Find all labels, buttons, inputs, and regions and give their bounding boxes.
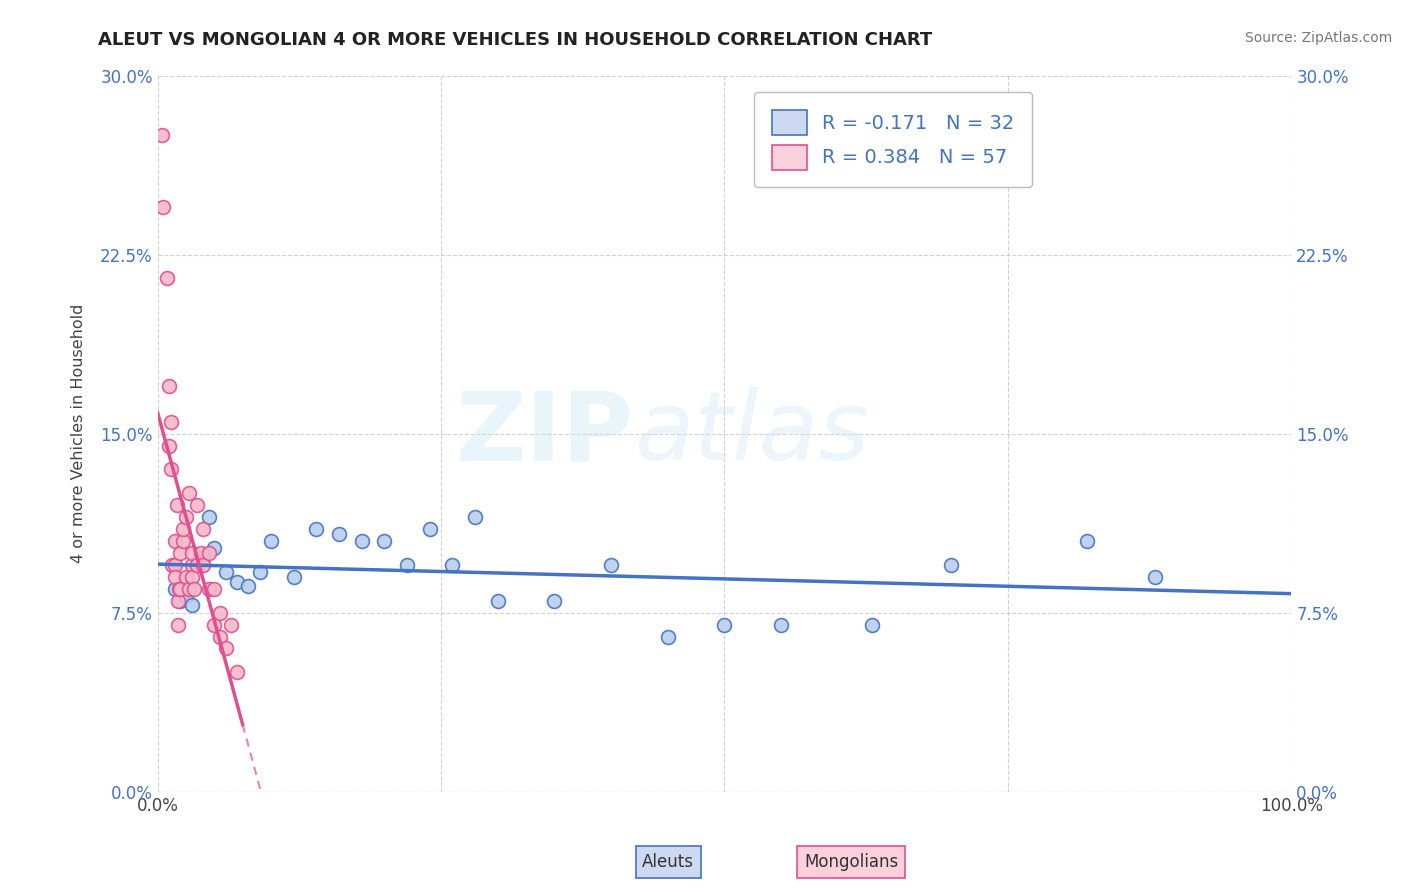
- Point: [169, 546, 191, 560]
- Point: [770, 617, 793, 632]
- Point: [202, 541, 225, 556]
- Point: [174, 570, 197, 584]
- Point: [157, 379, 180, 393]
- Point: [160, 462, 183, 476]
- Point: [657, 630, 679, 644]
- Point: [350, 534, 373, 549]
- Point: [163, 558, 186, 572]
- Point: [162, 558, 184, 572]
- Point: [169, 582, 191, 596]
- Point: [419, 522, 441, 536]
- Point: [186, 498, 208, 512]
- Point: [373, 534, 395, 549]
- Point: [197, 546, 219, 560]
- Point: [208, 606, 231, 620]
- Point: [226, 665, 249, 680]
- Point: [197, 582, 219, 596]
- Point: [249, 565, 271, 579]
- Point: [191, 558, 214, 572]
- Point: [186, 558, 208, 572]
- Point: [214, 641, 236, 656]
- Point: [191, 522, 214, 536]
- Point: [152, 200, 174, 214]
- Text: Aleuts: Aleuts: [643, 853, 695, 871]
- Point: [169, 593, 191, 607]
- Point: [174, 510, 197, 524]
- Point: [441, 558, 464, 572]
- Point: [208, 630, 231, 644]
- Point: [713, 617, 735, 632]
- Point: [190, 546, 212, 560]
- Point: [156, 271, 179, 285]
- Y-axis label: 4 or more Vehicles in Household: 4 or more Vehicles in Household: [72, 304, 86, 563]
- Point: [180, 558, 202, 572]
- Point: [226, 574, 249, 589]
- Point: [163, 534, 186, 549]
- Point: [202, 582, 225, 596]
- Point: [160, 415, 183, 429]
- Point: [202, 617, 225, 632]
- Point: [183, 582, 205, 596]
- Point: [214, 565, 236, 579]
- Point: [395, 558, 418, 572]
- Legend: R = -0.171   N = 32, R = 0.384   N = 57: R = -0.171 N = 32, R = 0.384 N = 57: [755, 93, 1032, 187]
- Point: [283, 570, 305, 584]
- Text: ZIP: ZIP: [456, 387, 634, 480]
- Point: [1144, 570, 1167, 584]
- Point: [1076, 534, 1098, 549]
- Point: [167, 617, 190, 632]
- Point: [180, 570, 202, 584]
- Point: [186, 558, 208, 572]
- Point: [600, 558, 623, 572]
- Point: [180, 599, 202, 613]
- Text: Mongolians: Mongolians: [804, 853, 898, 871]
- Point: [197, 510, 219, 524]
- Point: [543, 593, 565, 607]
- Point: [328, 527, 350, 541]
- Point: [941, 558, 963, 572]
- Point: [167, 582, 190, 596]
- Point: [163, 570, 186, 584]
- Point: [174, 589, 197, 603]
- Point: [464, 510, 486, 524]
- Point: [860, 617, 883, 632]
- Point: [166, 498, 188, 512]
- Point: [150, 128, 173, 143]
- Point: [180, 546, 202, 560]
- Text: atlas: atlas: [634, 387, 869, 480]
- Point: [179, 486, 201, 500]
- Point: [172, 534, 194, 549]
- Point: [221, 617, 243, 632]
- Point: [238, 579, 260, 593]
- Point: [486, 593, 509, 607]
- Point: [260, 534, 283, 549]
- Point: [191, 550, 214, 565]
- Point: [157, 438, 180, 452]
- Text: Source: ZipAtlas.com: Source: ZipAtlas.com: [1244, 31, 1392, 45]
- Point: [167, 593, 190, 607]
- Point: [172, 522, 194, 536]
- Text: ALEUT VS MONGOLIAN 4 OR MORE VEHICLES IN HOUSEHOLD CORRELATION CHART: ALEUT VS MONGOLIAN 4 OR MORE VEHICLES IN…: [98, 31, 932, 49]
- Point: [163, 582, 186, 596]
- Point: [305, 522, 328, 536]
- Point: [179, 582, 201, 596]
